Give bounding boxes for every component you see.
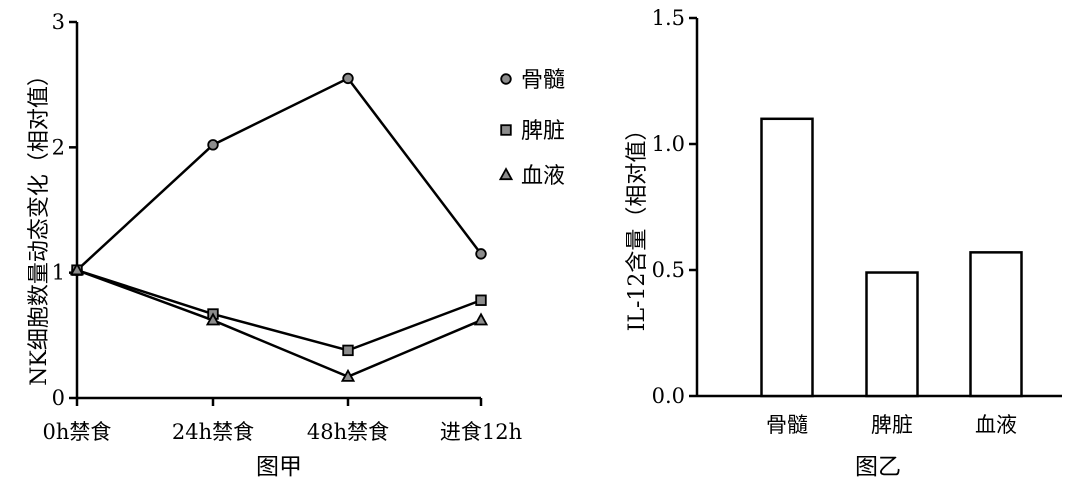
data-point-square: [475, 294, 487, 306]
y-tick-label: 2: [52, 135, 65, 159]
data-point-circle: [342, 72, 354, 85]
data-point-circle: [207, 139, 219, 151]
data-point-triangle: [340, 368, 356, 382]
line-chart-caption: 图甲: [256, 454, 302, 480]
series-line-circle: [76, 76, 482, 272]
series-line-square: [76, 268, 482, 352]
bar: [865, 271, 919, 398]
line-chart-y-label: NK细胞数量动态变化（相对值）: [27, 64, 52, 386]
legend-label: 血液: [521, 164, 565, 189]
legend-marker-triangle: [498, 167, 514, 181]
x-tick-label: 0h禁食: [43, 420, 112, 444]
bar: [760, 117, 814, 398]
legend-label: 脾脏: [521, 119, 565, 144]
x-tick-label: 进食12h: [440, 420, 522, 444]
data-point-triangle: [473, 312, 489, 326]
y-tick-label: 3: [52, 10, 65, 34]
x-tick-label: 24h禁食: [172, 420, 254, 444]
y-tick-label: 1.5: [652, 6, 685, 30]
legend-marker-square: [500, 124, 512, 136]
x-category-label: 血液: [975, 413, 1017, 437]
legend-marker-circle: [500, 73, 512, 85]
x-tick-label: 48h禁食: [307, 420, 389, 444]
line-chart: 0 1 2 3 0h禁食 24h禁食 48h禁食 进食12h NK细胞数量动态变化（相对值）…: [27, 10, 565, 480]
y-tick-label: 0: [52, 386, 65, 410]
y-tick-label: 1.0: [652, 132, 685, 156]
y-tick-label: 0.0: [652, 384, 685, 408]
y-tick-label: 0.5: [652, 258, 685, 282]
x-category-label: 骨髓: [766, 413, 808, 437]
series-line-triangle: [76, 268, 482, 379]
data-point-triangle: [69, 262, 85, 276]
y-tick-label: 1: [52, 261, 65, 285]
data-point-circle: [475, 248, 487, 260]
bar-chart: 0.0 0.5 1.0 1.5 骨髓 脾脏 血液 IL-12含量（相对值） 图乙: [625, 6, 1062, 480]
data-point-triangle: [205, 312, 221, 326]
data-point-square: [342, 344, 354, 357]
x-category-label: 脾脏: [871, 413, 913, 437]
bar: [969, 251, 1023, 398]
bar-chart-y-label: IL-12含量（相对值）: [625, 119, 650, 332]
legend-label: 骨髓: [521, 68, 565, 93]
bar-chart-caption: 图乙: [855, 454, 901, 480]
